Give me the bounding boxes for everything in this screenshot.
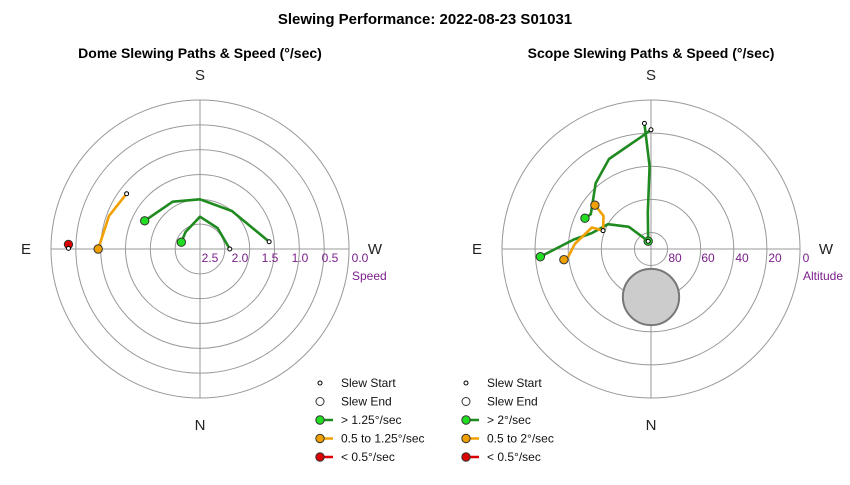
- slew-end-marker: [535, 252, 546, 262]
- legend-label: Slew Start: [341, 376, 396, 390]
- radial-tick-label: 2.0: [232, 251, 249, 265]
- direction-label-bottom: N: [646, 417, 657, 434]
- radial-tick-label: 0.5: [322, 251, 339, 265]
- legend: Slew Start Slew End > 1.25°/sec 0.5 to 1.25…: [315, 376, 425, 464]
- legend-marker: [315, 415, 325, 425]
- legend-marker: [461, 452, 471, 462]
- legend-label: < 0.5°/sec: [341, 450, 395, 464]
- legend-label: < 0.5°/sec: [487, 450, 541, 464]
- legend-label: 0.5 to 2°/sec: [487, 432, 554, 446]
- grid-ring: [567, 165, 735, 333]
- direction-label-right: W: [368, 241, 383, 258]
- chart-title: Dome Slewing Paths & Speed (°/sec): [78, 45, 322, 61]
- radial-tick-label: 60: [701, 251, 715, 265]
- legend-marker: [461, 415, 471, 425]
- legend-label: > 2°/sec: [487, 413, 531, 427]
- direction-label-top: S: [195, 67, 205, 84]
- legend-label: Slew Start: [487, 376, 542, 390]
- outer-ring: [501, 99, 801, 399]
- legend-label: > 1.25°/sec: [341, 413, 402, 427]
- slew-end-marker: [580, 213, 590, 223]
- radial-tick-label: 20: [768, 251, 782, 265]
- direction-label-left: E: [21, 241, 31, 258]
- radial-tick-label: 40: [735, 251, 749, 265]
- outer-ring: [50, 99, 350, 399]
- grid-ring: [633, 231, 669, 267]
- slew-start-marker: [266, 239, 272, 245]
- slew-start-marker: [645, 238, 651, 244]
- radial-axis-label: Speed: [352, 269, 387, 283]
- radial-tick-label: 1.0: [292, 251, 309, 265]
- page-title: Slewing Performance: 2022-08-23 S01031: [278, 11, 572, 28]
- slew-path: [583, 128, 653, 220]
- legend-start-marker: [317, 380, 323, 386]
- radial-tick-label: 2.5: [202, 251, 219, 265]
- grid-ring: [534, 132, 768, 366]
- legend-end-marker: [461, 397, 471, 406]
- slew-path: [643, 122, 651, 243]
- dome-panel: Dome Slewing Paths & Speed (°/sec) S N E W 2.…: [21, 45, 425, 464]
- slew-start-marker: [124, 191, 130, 197]
- radial-tick-label: 80: [668, 251, 682, 265]
- radial-tick-label: 0.0: [352, 251, 369, 265]
- legend-label: 0.5 to 1.25°/sec: [341, 432, 425, 446]
- slew-path: [180, 215, 232, 251]
- legend: Slew Start Slew End > 2°/sec 0.5 to 2°/sec <…: [461, 376, 554, 464]
- slew-start-marker: [600, 228, 606, 234]
- slew-start-marker: [648, 127, 654, 133]
- chart-title: Scope Slewing Paths & Speed (°/sec): [528, 45, 775, 61]
- legend-label: Slew End: [341, 395, 392, 409]
- direction-label-bottom: N: [195, 417, 206, 434]
- direction-label-left: E: [472, 241, 482, 258]
- radial-tick-label: 0: [803, 251, 810, 265]
- slew-start-marker: [227, 246, 233, 252]
- legend-marker: [315, 452, 325, 462]
- direction-label-top: S: [646, 67, 656, 84]
- grid-ring: [125, 174, 275, 324]
- legend-marker: [315, 433, 325, 444]
- radial-tick-label: 1.5: [262, 251, 279, 265]
- radial-axis-label: Altitude: [803, 269, 843, 283]
- grid-ring: [174, 223, 226, 275]
- legend-start-marker: [463, 380, 469, 386]
- slew-end-marker: [590, 200, 600, 210]
- slew-end-marker: [93, 244, 103, 254]
- grid-ring: [75, 124, 325, 374]
- slew-end-marker: [139, 216, 150, 226]
- legend-end-marker: [315, 397, 325, 406]
- slew-end-marker: [559, 254, 569, 265]
- slew-path: [143, 198, 271, 243]
- slew-start-marker: [641, 120, 647, 126]
- obstruction-disc: [621, 267, 681, 327]
- legend-label: Slew End: [487, 395, 538, 409]
- slew-path: [96, 192, 128, 251]
- slew-start-marker: [65, 245, 71, 251]
- scope-panel: Scope Slewing Paths & Speed (°/sec) S N E W 8…: [461, 45, 843, 464]
- slew-end-marker: [176, 237, 187, 247]
- direction-label-right: W: [819, 241, 834, 258]
- legend-marker: [461, 433, 471, 444]
